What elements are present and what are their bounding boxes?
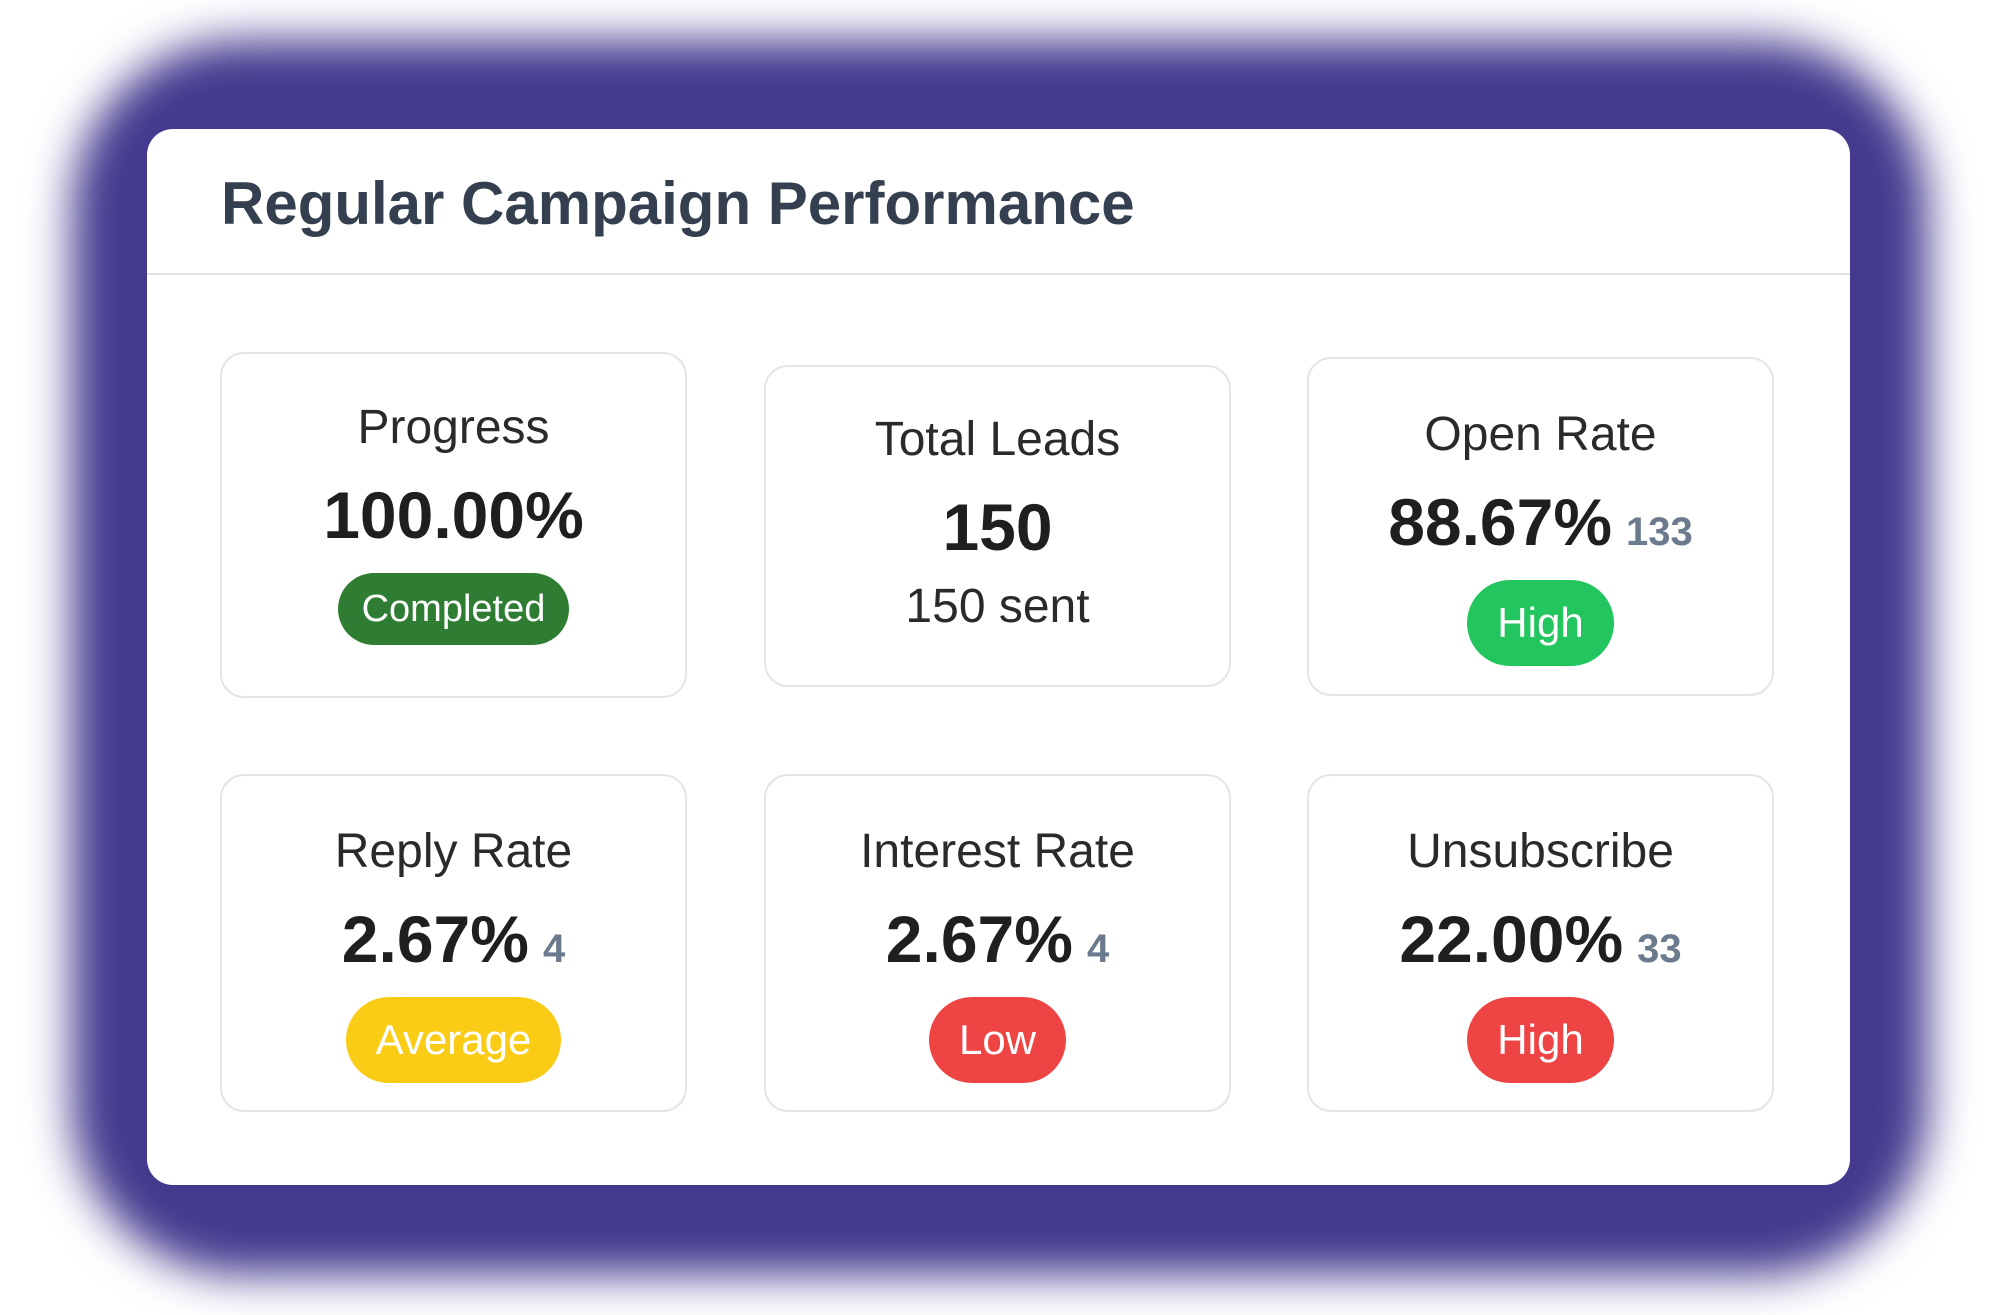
interest-rate-badge: Low bbox=[928, 997, 1067, 1084]
unsubscribe-label: Unsubscribe bbox=[1407, 825, 1674, 878]
unsubscribe-count: 33 bbox=[1637, 926, 1682, 971]
campaign-performance-panel: Regular Campaign Performance Progress 10… bbox=[147, 129, 1850, 1185]
progress-value: 100.00% bbox=[323, 477, 584, 552]
open-rate-label: Open Rate bbox=[1424, 408, 1657, 461]
sent-count-text: 150 sent bbox=[905, 580, 1090, 634]
reply-rate-label: Reply Rate bbox=[334, 825, 573, 878]
open-rate-badge: High bbox=[1467, 580, 1614, 667]
total-leads-value: 150 bbox=[942, 489, 1053, 564]
progress-card: Progress 100.00% Completed bbox=[220, 352, 687, 698]
total-leads-label: Total Leads bbox=[874, 413, 1121, 466]
interest-rate-card: Interest Rate 2.67% 4 Low bbox=[764, 774, 1231, 1112]
interest-rate-label: Interest Rate bbox=[860, 825, 1135, 878]
interest-rate-value-row: 2.67% 4 bbox=[766, 901, 1229, 976]
reply-rate-count: 4 bbox=[542, 926, 566, 971]
total-leads-card: Total Leads 150 150 sent bbox=[764, 365, 1231, 687]
progress-label: Progress bbox=[357, 401, 550, 454]
panel-header: Regular Campaign Performance bbox=[147, 129, 1850, 275]
unsubscribe-card: Unsubscribe 22.00% 33 High bbox=[1307, 774, 1774, 1112]
open-rate-value-row: 88.67% 133 bbox=[1309, 484, 1772, 559]
interest-rate-value: 2.67% bbox=[885, 901, 1073, 976]
open-rate-value: 88.67% bbox=[1388, 484, 1613, 559]
open-rate-count: 133 bbox=[1626, 509, 1693, 554]
total-leads-value-row: 150 bbox=[766, 489, 1229, 564]
reply-rate-value: 2.67% bbox=[341, 901, 529, 976]
reply-rate-badge: Average bbox=[345, 997, 562, 1084]
unsubscribe-badge: High bbox=[1467, 997, 1614, 1084]
unsubscribe-value: 22.00% bbox=[1399, 901, 1624, 976]
completed-badge: Completed bbox=[337, 573, 570, 646]
interest-rate-count: 4 bbox=[1086, 926, 1110, 971]
open-rate-card: Open Rate 88.67% 133 High bbox=[1307, 357, 1774, 696]
progress-value-row: 100.00% bbox=[222, 477, 685, 552]
reply-rate-card: Reply Rate 2.67% 4 Average bbox=[220, 774, 687, 1112]
panel-title: Regular Campaign Performance bbox=[221, 170, 1135, 237]
unsubscribe-value-row: 22.00% 33 bbox=[1309, 901, 1772, 976]
reply-rate-value-row: 2.67% 4 bbox=[222, 901, 685, 976]
